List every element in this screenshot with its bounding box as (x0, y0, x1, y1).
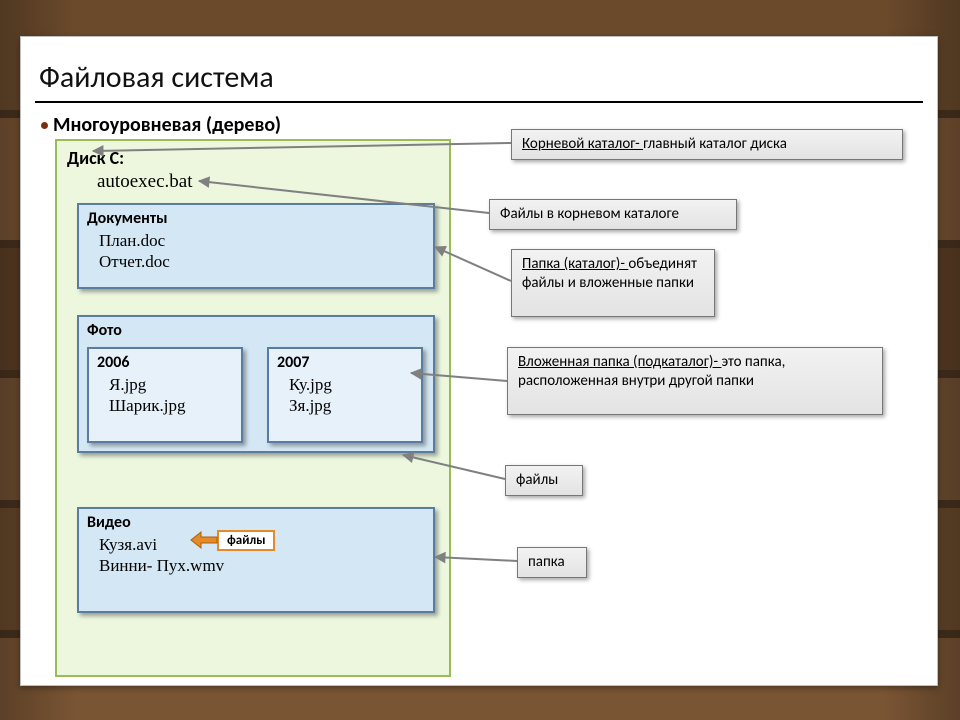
file-item: Ку.jpg (289, 374, 413, 395)
subfolder-2006: 2006 Я.jpg Шарик.jpg (87, 347, 243, 443)
file-item: Шарик.jpg (109, 395, 233, 416)
page-title: Файловая система (39, 59, 274, 96)
folder-title: Фото (79, 317, 433, 342)
disk-frame: Диск C: autoexec.bat Документы План.doc … (55, 139, 451, 677)
bullet-icon (41, 122, 48, 129)
file-item: Зя.jpg (289, 395, 413, 416)
slide: Файловая система Многоуровневая (дерево)… (20, 36, 938, 686)
callout-root-files: Файлы в корневом каталоге (489, 199, 737, 230)
file-item: Я.jpg (109, 374, 233, 395)
title-rule (35, 101, 923, 103)
folder-title: Документы (79, 205, 433, 230)
callout-papka: папка (517, 547, 587, 578)
folder-title: 2007 (269, 349, 421, 374)
callout-term: Папка (каталог)- (522, 255, 628, 273)
file-item: Винни- Пух.wmv (99, 555, 425, 576)
callout-def: главный каталог диска (643, 135, 787, 153)
callout-text: папка (528, 553, 565, 571)
callout-subfolder: Вложенная папка (подкаталог)- это папка,… (507, 347, 883, 415)
callout-term: Корневой каталог- (522, 135, 643, 153)
inline-callout-files: файлы (217, 530, 275, 551)
folder-documents: Документы План.doc Отчет.doc (77, 203, 435, 289)
callout-files: файлы (505, 465, 583, 496)
folder-title: 2006 (89, 349, 241, 374)
callout-text: Файлы в корневом каталоге (500, 205, 679, 223)
file-list: План.doc Отчет.doc (79, 230, 433, 279)
subtitle: Многоуровневая (дерево) (53, 113, 281, 137)
file-item: Отчет.doc (99, 251, 425, 272)
callout-term: Вложенная папка (подкаталог)- (518, 353, 721, 371)
file-list: Ку.jpg Зя.jpg (269, 374, 421, 423)
callout-root: Корневой каталог- главный каталог диска (511, 129, 903, 160)
callout-text: файлы (516, 471, 558, 489)
disk-root-file: autoexec.bat (97, 171, 192, 193)
file-list: Я.jpg Шарик.jpg (89, 374, 241, 423)
folder-photo: Фото 2006 Я.jpg Шарик.jpg 2007 Ку.jpg Зя… (77, 315, 435, 453)
subfolder-2007: 2007 Ку.jpg Зя.jpg (267, 347, 423, 443)
disk-title: Диск C: (67, 147, 124, 169)
folder-video: Видео Кузя.avi Винни- Пух.wmv (77, 507, 435, 613)
file-item: План.doc (99, 230, 425, 251)
callout-folder: Папка (каталог)- объединят файлы и вложе… (511, 249, 715, 317)
callout-text: файлы (227, 533, 266, 548)
